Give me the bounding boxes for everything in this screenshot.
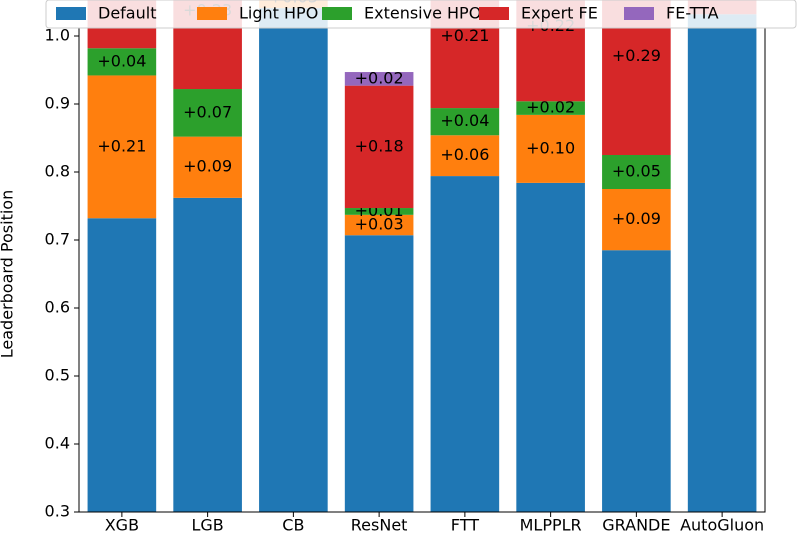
bar-segment (344, 208, 414, 215)
value-label: +0.06 (440, 145, 489, 164)
legend-swatch (479, 7, 509, 20)
x-tick-label: GRANDE (602, 516, 670, 535)
value-label: +0.03 (355, 215, 404, 234)
legend-swatch (322, 7, 352, 20)
y-tick-label: 0.3 (45, 502, 70, 521)
value-label: +0.02 (526, 98, 575, 117)
bar-segment (430, 176, 500, 512)
bar-segment (430, 108, 500, 136)
bar-segment (87, 218, 157, 513)
y-axis-label: Leaderboard Position (0, 190, 17, 358)
y-tick-label: 0.6 (45, 298, 70, 317)
bar-segment (344, 72, 414, 86)
bar-segment (516, 101, 585, 115)
y-tick-label: 1.0 (45, 26, 70, 45)
value-label: +0.02 (355, 68, 404, 87)
value-label: +0.21 (97, 136, 146, 155)
x-tick-label: AutoGluon (680, 516, 764, 535)
value-label: +0.18 (355, 136, 404, 155)
value-label: +0.09 (612, 209, 661, 228)
legend-label: Extensive HPO (364, 4, 481, 23)
bar-segment (87, 48, 157, 76)
bar-segment (602, 189, 671, 251)
y-tick-label: 0.9 (45, 94, 70, 113)
bar-segment (516, 114, 585, 183)
x-tick-label: LGB (191, 516, 223, 535)
value-label: +0.05 (612, 162, 661, 181)
x-tick-label: MLPPLR (520, 516, 582, 535)
value-label: +0.07 (183, 102, 232, 121)
legend-box (45, 0, 797, 29)
value-label: +0.29 (612, 46, 661, 65)
value-label: +0.04 (440, 111, 489, 130)
x-tick-label: FTT (451, 516, 479, 535)
bar-segment (516, 182, 585, 512)
bar-segment (344, 85, 414, 209)
bar-segment (173, 197, 242, 512)
bar-segment (259, 8, 328, 513)
bar-segment (602, 155, 671, 189)
x-tick-label: XGB (105, 516, 139, 535)
legend-swatch (624, 7, 654, 20)
legend-label: Default (98, 4, 156, 23)
bar-segment (87, 75, 157, 219)
y-tick-label: 0.8 (45, 162, 70, 181)
legend-swatch (56, 7, 86, 20)
bar-segment (173, 136, 242, 198)
value-label: +0.10 (526, 138, 575, 157)
value-label: +0.21 (440, 26, 489, 45)
legend-swatch (197, 7, 227, 20)
value-label: +0.04 (97, 51, 146, 70)
bar-segment (344, 214, 414, 236)
legend-label: FE-TTA (666, 4, 719, 23)
bar-segment (173, 89, 242, 137)
value-label: +0.09 (183, 157, 232, 176)
y-tick-label: 0.7 (45, 230, 70, 249)
y-tick-label: 0.5 (45, 366, 70, 385)
y-tick-label: 0.4 (45, 434, 70, 453)
bar-segment (687, 14, 757, 513)
bar-segment (430, 135, 500, 177)
bar-segment (602, 250, 671, 512)
x-tick-label: ResNet (351, 516, 408, 535)
legend-label: Expert FE (521, 4, 598, 23)
x-tick-label: CB (282, 516, 304, 535)
legend-label: Light HPO (239, 4, 318, 23)
bar-segment (344, 235, 414, 513)
